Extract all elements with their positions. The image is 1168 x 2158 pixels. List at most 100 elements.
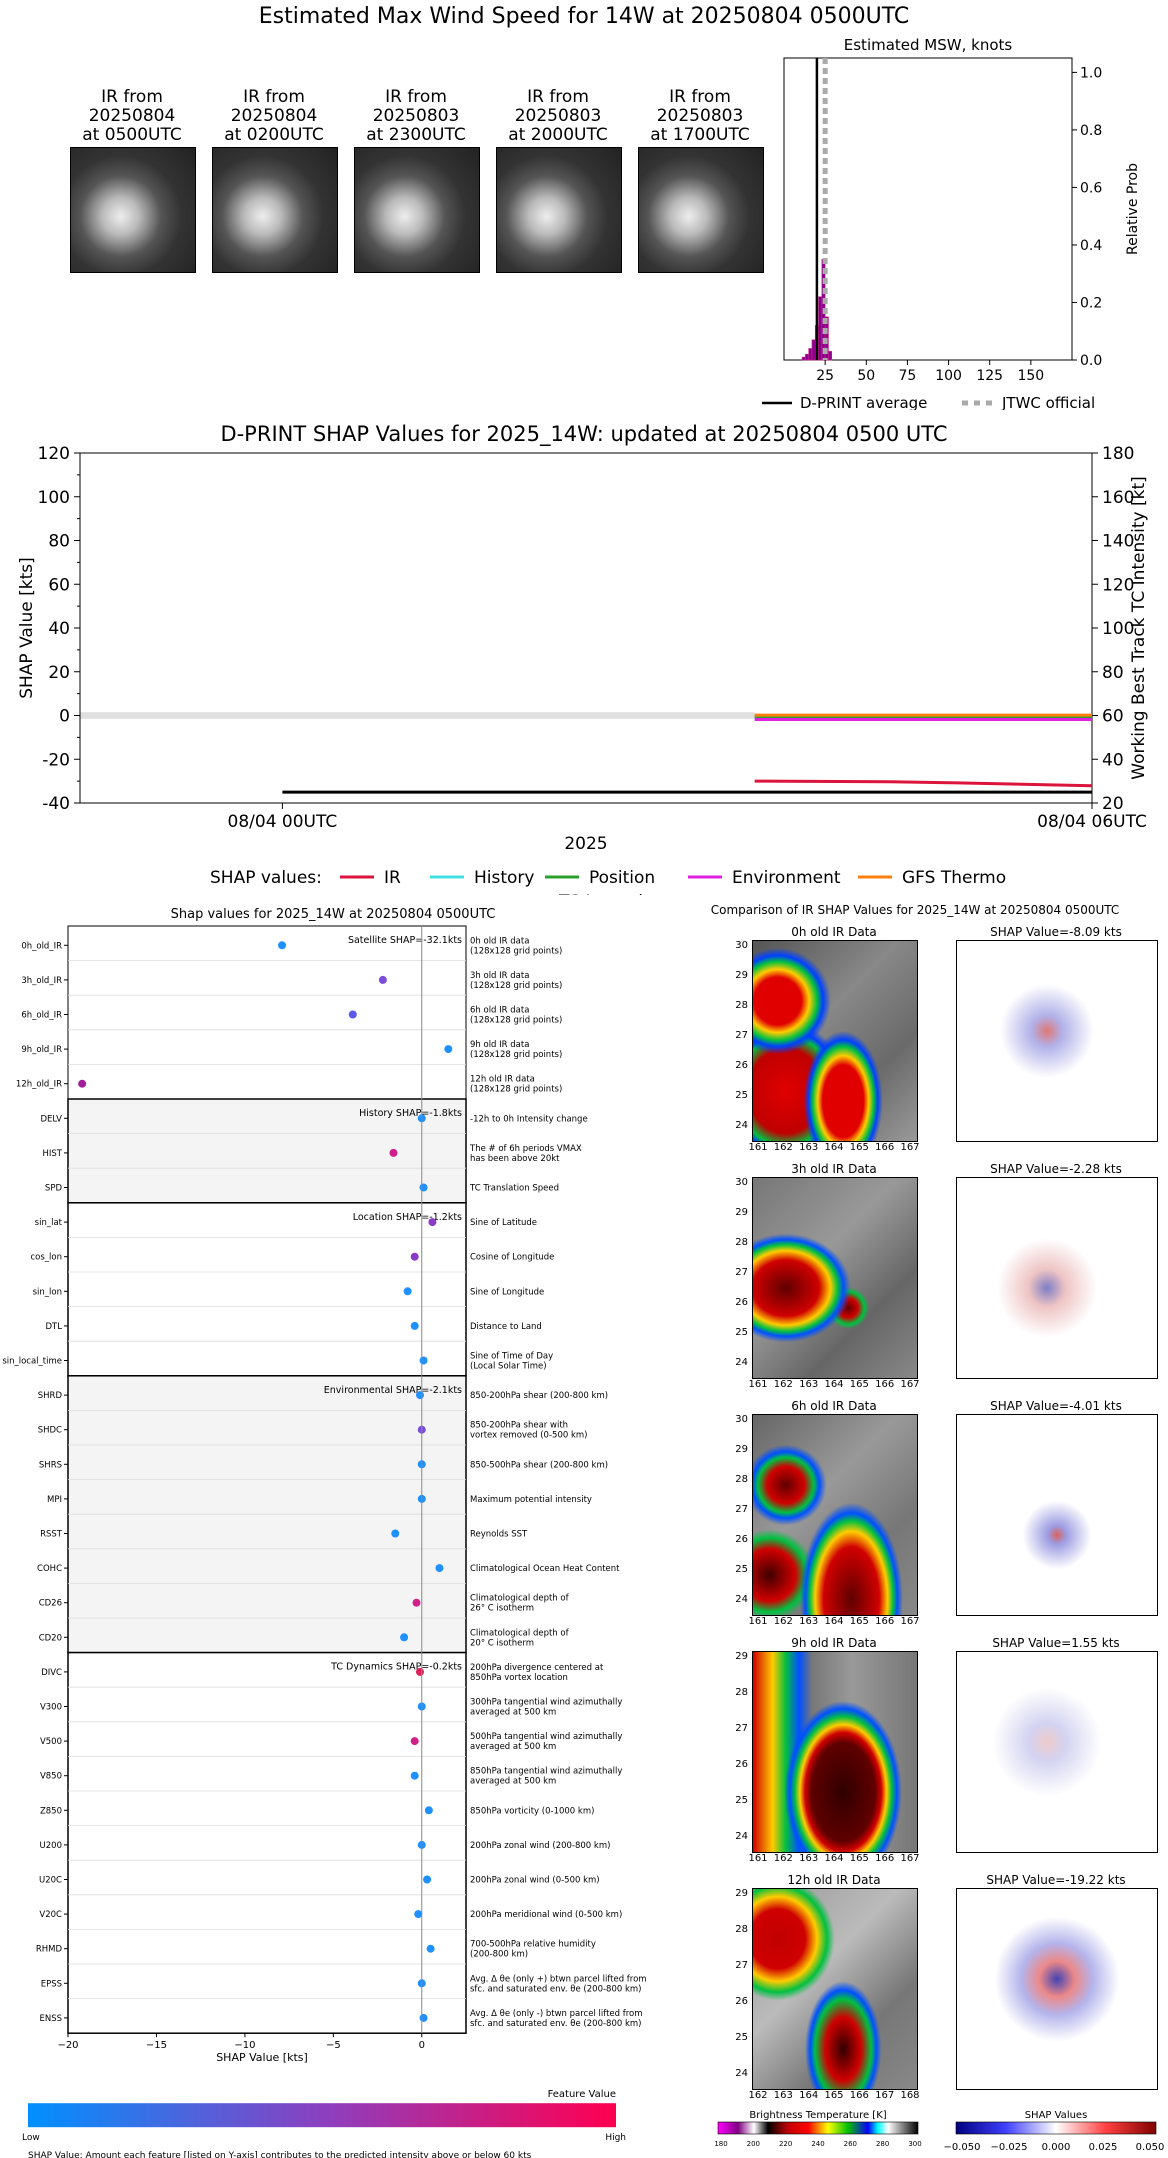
feature-description: The # of 6h periods VMAX [469,1144,582,1154]
feature-description: averaged at 500 km [470,1742,556,1752]
ir-x-tick-label: 165 [849,1853,869,1864]
feature-description: TC Translation Speed [469,1184,559,1194]
feature-group-header: Environmental SHAP=-2.1kts [324,1385,462,1396]
ir-x-tick-label: 161 [748,1853,768,1864]
ir-x-tick-label: 165 [824,2090,844,2101]
x-tick-label: 0 [419,2040,425,2051]
y-right-axis-label: Working Best Track TC Intensity [kt] [1129,476,1149,780]
feature-name: SHRS [39,1460,62,1470]
ir-x-tick-label: 165 [849,1379,869,1390]
feature-description: averaged at 500 km [470,1777,556,1787]
feature-name: sin_lon [33,1287,62,1297]
ir-brightness-image [752,1651,918,1853]
ir-y-tick-label: 26 [735,1759,748,1770]
ir-x-tick-label: 164 [799,2090,819,2101]
ir-colorbars: Brightness Temperature [K] 180 200 220 240 26… [714,2110,1165,2153]
feature-shap-point [348,1010,357,1019]
ir-y-tick-label: 30 [735,1177,748,1188]
ir-y-tick-label: 29 [735,1207,748,1218]
y-tick-label: 120 [38,445,70,464]
histogram-bar [808,348,813,361]
bt-tick-label: 240 [811,2140,824,2148]
x-axis-label: SHAP Value [kts] [216,2051,308,2064]
x-tick-label: 08/04 06UTC [1037,812,1147,832]
histogram-bar [811,339,816,361]
ir-x-tick-label: 161 [748,1142,768,1153]
shap-tick-label: 0.025 [1089,2142,1118,2153]
y-tick-label: 1.0 [1080,65,1102,81]
ir-x-tick-label: 167 [900,1616,920,1627]
ir-panel-title: 9h old IR Data [791,1636,877,1650]
feature-description: 20° C isotherm [470,1638,534,1648]
ir-x-tick-label: 162 [748,2090,768,2101]
feature-name: V300 [40,1703,62,1713]
ir-x-tick-label: 166 [849,2090,869,2101]
ir-x-tick-label: 167 [875,2090,895,2101]
feature-name: sin_lat [35,1218,63,1228]
feature-shap-point [444,1045,453,1054]
y-tick-label: 0 [59,707,70,727]
feature-description: Avg. Δ θe (only -) btwn parcel lifted fr… [470,2009,643,2019]
x-tick-label: 25 [816,368,834,384]
satellite-label-line: IR from [385,87,447,107]
ir-brightness-image [752,940,918,1142]
feature-description: sfc. and saturated env. θe (200-800 km) [470,1984,642,1994]
feature-description: -12h to 0h Intensity change [470,1114,588,1124]
feature-name: DIVC [41,1668,62,1678]
feature-shap-point [428,1218,437,1227]
shap-panel-title: SHAP Value=-4.01 kts [990,1399,1122,1413]
ir-y-tick-label: 25 [735,1564,748,1575]
feature-description: Cosine of Longitude [470,1253,554,1263]
ir-x-tick-label: 164 [824,1853,844,1864]
feature-group-box [67,1651,467,2034]
shap-tick-label: 0.050 [1136,2142,1165,2153]
ir-y-tick-label: 29 [735,1888,748,1899]
y-tick-label: 20 [48,663,70,683]
satellite-label-line: at 2300UTC [366,125,466,145]
feature-name: DTL [46,1322,63,1332]
x-tick-label: −5 [326,2040,341,2051]
feature-name: Z850 [40,1806,62,1816]
x-tick-label: 75 [899,368,917,384]
feature-description: (128x128 grid points) [470,1016,562,1026]
x-axis-label: 2025 [564,834,607,854]
series-line [754,779,1093,788]
colorbar-low: Low [22,2133,40,2143]
ir-y-tick-label: 24 [735,2068,748,2079]
feature-name: SPD [45,1184,63,1194]
ir-panel-title: 12h old IR Data [787,1873,881,1887]
feature-name: V500 [40,1737,62,1747]
feature-shap-point [426,1944,435,1953]
feature-description: (128x128 grid points) [470,981,562,991]
ir-y-tick-label: 28 [735,1474,748,1485]
ir-y-tick-label: 30 [735,1414,748,1425]
shap-colorbar [955,2121,1157,2135]
feature-group-header: Satellite SHAP=-32.1kts [348,935,462,946]
y-right-tick-label: 100 [1102,619,1134,639]
shap-panel-title: SHAP Value=-19.22 kts [986,1873,1126,1887]
feature-description: (200-800 km) [470,1950,528,1960]
ir-x-tick-label: 167 [900,1853,920,1864]
feature-description: 850hPa tangential wind azimuthally [470,1767,622,1777]
feature-description: Maximum potential intensity [470,1495,592,1505]
feature-description: 850hPa vortex location [470,1673,568,1683]
msw-histogram: Estimated MSW, knots 25 50 75 100 125 150 0.0 0.… [762,36,1141,410]
feature-shap-point [391,1529,400,1538]
shap-timeseries-chart: -40 -20 0 20 40 60 80 100 120 20 40 60 80 100 120 140 16… [17,445,1149,895]
ir-panel-title: 0h old IR Data [791,925,877,939]
feature-shap-point [414,1910,423,1919]
feature-shap-point [410,1737,419,1746]
ir-y-tick-label: 29 [735,1651,748,1662]
y-right-tick-label: 160 [1102,488,1134,508]
feature-group-header: TC Dynamics SHAP=-0.2kts [330,1662,462,1673]
feature-group-box [67,925,467,1100]
feature-description: Sine of Time of Day [470,1352,553,1362]
ir-y-tick-label: 26 [735,1534,748,1545]
feature-chart-title: Shap values for 2025_14W at 20250804 050… [171,907,496,922]
ir-shap-map [956,1888,1158,2090]
feature-description: 850-200hPa shear (200-800 km) [470,1391,608,1401]
shap-tick-label: −0.050 [943,2142,980,2153]
timeseries-title: D-PRINT SHAP Values for 2025_14W: update… [220,422,948,446]
ir-y-tick-label: 27 [735,1723,748,1734]
y-right-tick-label: 40 [1102,750,1124,770]
